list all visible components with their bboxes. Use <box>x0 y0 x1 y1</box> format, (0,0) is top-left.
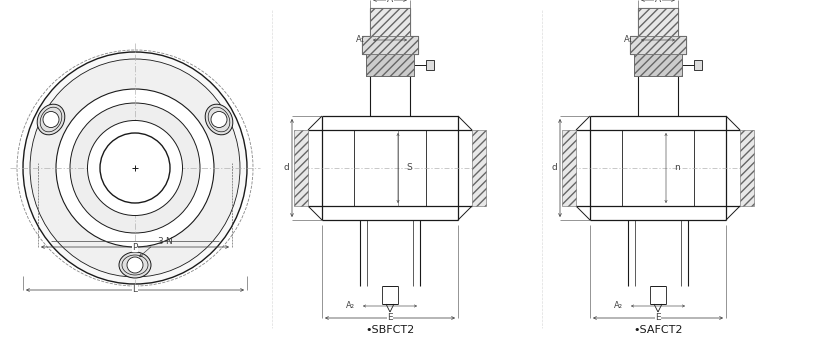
Text: 3-N: 3-N <box>157 238 173 246</box>
Ellipse shape <box>56 89 214 247</box>
Text: A: A <box>387 0 393 4</box>
Circle shape <box>100 133 170 203</box>
Ellipse shape <box>87 121 183 216</box>
Text: A₂: A₂ <box>614 301 623 311</box>
Ellipse shape <box>30 59 240 277</box>
Circle shape <box>127 257 143 273</box>
Bar <box>472 130 486 206</box>
Bar <box>740 130 754 206</box>
Text: E: E <box>387 314 392 322</box>
Text: A: A <box>655 0 661 4</box>
Ellipse shape <box>205 104 233 135</box>
Bar <box>366 54 414 76</box>
Text: A₂: A₂ <box>346 301 355 311</box>
Ellipse shape <box>23 52 247 284</box>
Text: S: S <box>406 164 412 172</box>
Bar <box>370 8 410 36</box>
Text: d: d <box>283 164 289 172</box>
Text: •SBFCT2: •SBFCT2 <box>366 325 415 335</box>
Ellipse shape <box>38 104 64 135</box>
Bar <box>694 60 702 70</box>
Circle shape <box>43 112 59 127</box>
Bar <box>630 36 686 54</box>
Bar <box>638 8 678 36</box>
Text: n: n <box>674 164 680 172</box>
Text: L: L <box>132 286 138 294</box>
Text: •SAFCT2: •SAFCT2 <box>633 325 683 335</box>
Text: d: d <box>551 164 557 172</box>
Ellipse shape <box>119 252 151 278</box>
Bar <box>562 130 576 206</box>
Ellipse shape <box>70 103 200 233</box>
Text: A₁: A₁ <box>356 35 365 45</box>
Bar <box>362 36 418 54</box>
Circle shape <box>211 112 227 127</box>
Bar <box>294 130 308 206</box>
Text: P: P <box>132 242 138 251</box>
Text: A₁: A₁ <box>624 35 633 45</box>
Bar <box>426 60 434 70</box>
Text: E: E <box>655 314 661 322</box>
Bar <box>634 54 682 76</box>
